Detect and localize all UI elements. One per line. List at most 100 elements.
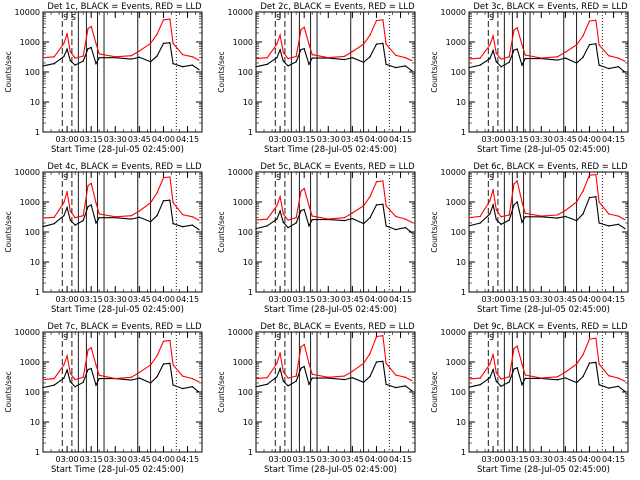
lld-point [266,56,268,59]
chart-title: Det 7c, BLACK = Events, RED = LLD [47,322,202,332]
x-tick-label: 03:15 [80,295,103,304]
x-tick-label: 04:15 [176,295,199,304]
events-point [351,217,354,220]
lld-point [395,54,397,57]
events-point [362,381,365,384]
lld-point [495,209,498,211]
y-tick-label: 10000 [441,328,466,337]
events-point [508,61,510,64]
events-point [87,205,89,208]
events-point [582,213,584,215]
lld-point [311,53,313,56]
lld-point [295,216,297,219]
events-point [385,63,387,66]
lld-point [82,214,84,217]
plot-frame [468,331,629,453]
lld-point [516,26,518,29]
events-point [287,385,289,387]
x-tick-label: 04:00 [152,455,175,464]
x-tick-label: 04:00 [365,455,388,464]
events-point [362,61,365,64]
x-tick-label: 03:15 [506,455,529,464]
lld-point [156,33,158,36]
events-point [617,385,620,387]
lld-point [130,376,133,378]
events-point [130,379,133,381]
x-tick-label: 03:15 [506,135,529,144]
events-point [63,55,65,58]
events-point [516,48,518,50]
y-tick-label: 10000 [15,328,40,337]
lld-point [540,215,542,217]
lld-series-line [255,335,413,382]
lld-point [468,378,470,380]
lld-point [556,214,559,216]
lld-point [617,215,620,217]
lld-point [162,19,165,21]
y-tick-label: 10000 [15,8,40,17]
events-point [66,48,68,50]
chart-title: Det 9c, BLACK = Events, RED = LLD [473,322,628,332]
x-tick-label: 03:30 [317,135,340,144]
x-tick-label: 03:45 [341,135,364,144]
y-tick-label: 1 [248,288,253,297]
y-tick-label: 100 [25,68,40,77]
y-tick-label: 1000 [446,38,466,47]
x-axis-label: Start Time (28-Jul-05 02:45:00) [264,305,397,315]
events-point [489,213,491,215]
y-axis-label: Counts/sec [4,371,13,412]
events-point [95,222,97,224]
chart-title: Det 1c, BLACK = Events, RED = LLD [47,2,202,12]
x-tick-label: 04:15 [602,135,625,144]
events-point [90,46,92,49]
events-point [172,222,174,225]
lld-point [255,57,257,60]
lld-point [138,371,141,374]
chart-title: Det 4c, BLACK = Events, RED = LLD [47,162,202,172]
lld-point [513,347,515,350]
lld-series-line [255,19,413,62]
events-point [564,57,567,59]
events-point [624,227,626,230]
chart-title: Det 8c, BLACK = Events, RED = LLD [260,322,415,332]
lld-point [303,187,305,190]
y-tick-label: 100 [238,68,253,77]
events-point [521,221,523,224]
lld-point [156,355,158,357]
events-series-line [468,43,626,73]
events-point [255,386,257,388]
events-point [564,377,567,379]
lld-point [395,215,397,218]
annotation-label: S [489,333,494,342]
lld-series-line [255,180,413,223]
events-point [479,222,481,224]
events-point [82,219,84,222]
x-tick-label: 04:00 [152,295,175,304]
x-tick-label: 03:15 [506,295,529,304]
y-tick-label: 10000 [441,168,466,177]
y-tick-label: 10000 [228,168,253,177]
events-point [489,57,491,60]
y-tick-label: 1 [461,448,466,457]
lld-point [375,19,378,22]
lld-point [300,346,302,348]
annotation-label: S [276,333,281,342]
events-point [411,390,413,392]
events-point [191,386,194,388]
y-axis-label: Counts/sec [430,211,439,252]
y-tick-label: 10 [456,418,466,427]
events-point [521,384,523,386]
y-axis-label: Counts/sec [430,51,439,92]
lld-point [489,200,491,202]
lld-point [369,196,371,198]
events-point [369,216,371,219]
lld-point [182,53,184,56]
lld-point [114,216,116,218]
x-tick-label: 03:00 [482,295,505,304]
lld-point [114,377,116,380]
lld-point [362,205,365,207]
events-point [295,222,297,224]
events-point [169,41,171,44]
y-axis-label: Counts/sec [430,371,439,412]
x-tick-label: 03:15 [293,135,316,144]
